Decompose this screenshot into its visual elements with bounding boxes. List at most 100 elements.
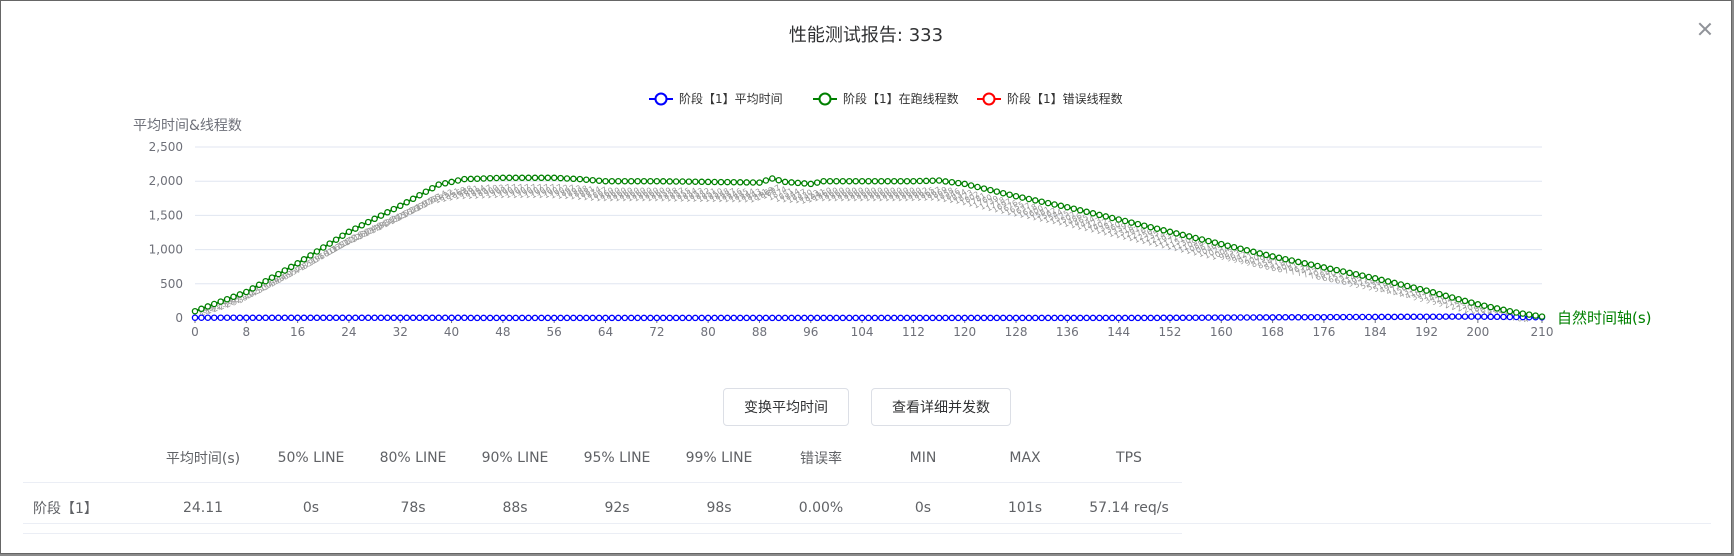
data-point: [647, 314, 654, 322]
data-point: [1083, 208, 1090, 216]
data-point: [1346, 313, 1353, 321]
x-tick-label: 200: [1466, 325, 1489, 339]
data-point: [993, 188, 1001, 195]
data-point: [563, 175, 571, 182]
data-point: [1429, 289, 1437, 296]
data-point: [878, 314, 885, 322]
table-header-cell: 90% LINE: [481, 450, 549, 466]
data-point: [974, 314, 981, 322]
data-point: [640, 314, 648, 322]
x-tick-label: 210: [1531, 325, 1554, 339]
data-point: [1481, 302, 1488, 309]
data-point: [1185, 233, 1193, 240]
data-point: [884, 314, 891, 322]
data-point: [300, 314, 308, 322]
data-point: [583, 314, 590, 322]
data-point: [627, 314, 635, 322]
x-tick-label: 120: [953, 325, 976, 339]
data-point: [685, 314, 693, 322]
data-point: [1012, 192, 1020, 200]
table-bottom-divider: [23, 523, 1711, 524]
data-point: [589, 176, 596, 184]
data-point: [1102, 213, 1110, 220]
y-tick-label: 0: [175, 311, 183, 325]
data-point: [961, 314, 968, 322]
table-cell: 0s: [260, 482, 362, 534]
data-point: [1378, 313, 1385, 321]
data-point: [967, 314, 975, 322]
data-point: [1205, 314, 1212, 321]
data-point: [583, 176, 590, 183]
data-point: [833, 314, 840, 322]
data-point: [1493, 313, 1501, 321]
data-point: [1307, 261, 1315, 268]
data-point: [724, 314, 731, 322]
view-detail-concurrency-button[interactable]: 查看详细并发数: [871, 388, 1011, 426]
data-point: [371, 215, 378, 223]
y-tick-label: 500: [160, 277, 183, 291]
data-point: [634, 314, 641, 322]
data-point: [230, 314, 237, 321]
data-point: [595, 177, 603, 184]
data-point: [781, 314, 789, 322]
data-point: [602, 177, 609, 185]
data-point: [679, 314, 686, 322]
data-point: [544, 174, 552, 182]
close-icon[interactable]: [1697, 21, 1713, 37]
data-point: [1070, 314, 1078, 322]
data-point: [615, 177, 622, 185]
data-point: [1448, 313, 1456, 320]
data-point: [1359, 313, 1366, 321]
data-point: [467, 175, 475, 183]
data-point: [1070, 205, 1078, 212]
data-point: [621, 177, 629, 185]
data-point: [223, 295, 231, 303]
data-point: [262, 314, 269, 322]
data-point: [1218, 314, 1225, 321]
data-point: [910, 314, 917, 322]
data-point: [1185, 314, 1193, 321]
data-point: [1108, 214, 1116, 222]
data-point: [1301, 313, 1308, 321]
x-tick-label: 128: [1005, 325, 1028, 339]
data-point: [884, 177, 891, 185]
data-point: [1198, 314, 1206, 321]
data-point: [307, 252, 314, 259]
data-point: [1096, 211, 1103, 219]
table-cell: 88s: [464, 482, 566, 534]
data-point: [191, 314, 199, 321]
data-point: [1089, 314, 1097, 322]
data-point: [685, 178, 693, 185]
data-point: [364, 218, 372, 226]
x-axis-title: 自然时间轴(s): [1557, 309, 1652, 327]
table-body: 阶段【1】 24.11 0s 78s 88s 92s 98s 0.00% 0s 101s 57.14…: [23, 482, 1182, 534]
performance-chart: 0 500 1,000 1,500 2,000 2,500 0 8 16 24 32 40 48 56 64…: [133, 91, 1652, 339]
data-point: [935, 177, 943, 184]
data-point: [1468, 313, 1475, 320]
data-point: [1237, 314, 1244, 321]
data-point: [1461, 313, 1469, 320]
data-point: [390, 205, 398, 213]
data-point: [1455, 295, 1462, 303]
data-point: [1089, 210, 1097, 217]
data-point: [948, 178, 956, 186]
data-point: [403, 199, 410, 206]
data-point: [672, 178, 680, 185]
table-header-cell: 99% LINE: [685, 450, 753, 466]
data-point: [1487, 303, 1494, 311]
switch-avg-time-button[interactable]: 变换平均时间: [723, 388, 849, 426]
table-header-cell: 95% LINE: [583, 450, 651, 466]
data-point: [493, 314, 500, 322]
data-point: [461, 314, 468, 322]
table-header-cell: 错误率: [800, 451, 842, 467]
data-point: [550, 174, 558, 182]
data-point: [390, 314, 398, 322]
data-point: [570, 175, 577, 183]
table-cell: 78s: [362, 482, 464, 534]
data-point: [1006, 314, 1013, 322]
data-point: [627, 177, 635, 185]
data-point: [839, 314, 847, 322]
data-point: [320, 244, 327, 251]
data-point: [1115, 314, 1122, 322]
data-point: [1269, 314, 1276, 321]
